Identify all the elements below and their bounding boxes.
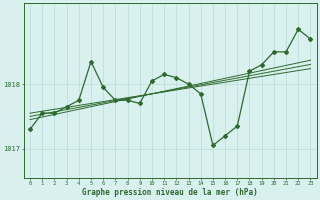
X-axis label: Graphe pression niveau de la mer (hPa): Graphe pression niveau de la mer (hPa) [82,188,258,197]
